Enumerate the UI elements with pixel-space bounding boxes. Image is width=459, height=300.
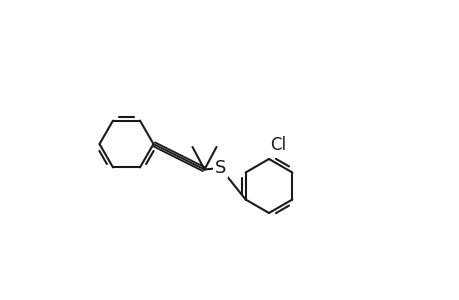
Text: S: S [214, 159, 225, 177]
Text: Cl: Cl [270, 136, 286, 154]
